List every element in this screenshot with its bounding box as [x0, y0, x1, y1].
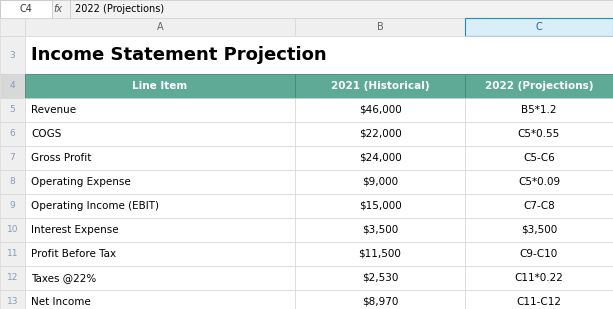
Text: 8: 8 — [10, 177, 15, 187]
Text: B5*1.2: B5*1.2 — [521, 105, 557, 115]
Text: C: C — [536, 22, 543, 32]
Bar — [25, 290, 295, 309]
Bar — [0, 18, 25, 36]
Text: 4: 4 — [10, 82, 15, 91]
Text: $9,000: $9,000 — [362, 177, 398, 187]
Text: Revenue: Revenue — [31, 105, 76, 115]
Bar — [465, 18, 613, 36]
Bar — [295, 74, 465, 98]
Bar — [295, 170, 465, 194]
Text: 7: 7 — [10, 154, 15, 163]
Text: Line Item: Line Item — [132, 81, 188, 91]
Text: 6: 6 — [10, 129, 15, 138]
Text: C5*0.55: C5*0.55 — [518, 129, 560, 139]
Bar — [25, 146, 295, 170]
Bar — [25, 266, 295, 290]
Text: 12: 12 — [7, 273, 18, 282]
Text: COGS: COGS — [31, 129, 61, 139]
Bar — [465, 242, 613, 266]
Text: 2022 (Projections): 2022 (Projections) — [75, 4, 164, 14]
Text: 11: 11 — [7, 249, 18, 259]
Text: fx: fx — [53, 4, 63, 14]
Text: 2022 (Projections): 2022 (Projections) — [485, 81, 593, 91]
Bar — [295, 218, 465, 242]
Text: C11*0.22: C11*0.22 — [514, 273, 563, 283]
Text: 13: 13 — [7, 298, 18, 307]
Text: $24,000: $24,000 — [359, 153, 402, 163]
Text: $8,970: $8,970 — [362, 297, 398, 307]
Text: C11-C12: C11-C12 — [517, 297, 562, 307]
Text: Interest Expense: Interest Expense — [31, 225, 119, 235]
Bar — [0, 290, 25, 309]
Text: C7-C8: C7-C8 — [523, 201, 555, 211]
Text: C5*0.09: C5*0.09 — [518, 177, 560, 187]
Bar — [25, 122, 295, 146]
Text: Net Income: Net Income — [31, 297, 91, 307]
Bar — [25, 194, 295, 218]
Bar — [465, 146, 613, 170]
Text: 10: 10 — [7, 226, 18, 235]
Bar — [0, 0, 52, 18]
Text: $46,000: $46,000 — [359, 105, 402, 115]
Bar — [295, 146, 465, 170]
Bar — [25, 74, 295, 98]
Text: C5-C6: C5-C6 — [523, 153, 555, 163]
Text: 2021 (Historical): 2021 (Historical) — [330, 81, 429, 91]
Text: B: B — [376, 22, 383, 32]
Text: 3: 3 — [10, 50, 15, 60]
Text: Taxes @22%: Taxes @22% — [31, 273, 96, 283]
Bar — [465, 266, 613, 290]
Text: $11,500: $11,500 — [359, 249, 402, 259]
Bar — [0, 170, 25, 194]
Bar — [295, 242, 465, 266]
Bar — [465, 98, 613, 122]
Bar — [465, 74, 613, 98]
Bar — [0, 0, 613, 18]
Text: A: A — [157, 22, 163, 32]
Bar — [465, 170, 613, 194]
Bar — [0, 218, 25, 242]
Bar — [465, 122, 613, 146]
Bar — [25, 242, 295, 266]
Bar — [0, 36, 25, 74]
Text: $22,000: $22,000 — [359, 129, 402, 139]
Bar — [295, 290, 465, 309]
Text: Income Statement Projection: Income Statement Projection — [31, 46, 327, 64]
Bar — [465, 194, 613, 218]
Bar — [295, 266, 465, 290]
Bar — [0, 122, 25, 146]
Bar — [0, 74, 25, 98]
Text: Profit Before Tax: Profit Before Tax — [31, 249, 116, 259]
Text: $3,500: $3,500 — [362, 225, 398, 235]
Bar — [25, 36, 613, 74]
Bar — [295, 194, 465, 218]
Text: $15,000: $15,000 — [359, 201, 402, 211]
Bar — [465, 218, 613, 242]
Text: C4: C4 — [20, 4, 32, 14]
Bar — [0, 146, 25, 170]
Text: Gross Profit: Gross Profit — [31, 153, 91, 163]
Bar — [0, 194, 25, 218]
Bar — [0, 266, 25, 290]
Bar — [295, 122, 465, 146]
Text: $2,530: $2,530 — [362, 273, 398, 283]
Bar — [25, 18, 295, 36]
Bar — [0, 242, 25, 266]
Bar — [25, 170, 295, 194]
Bar — [0, 98, 25, 122]
Text: 9: 9 — [10, 201, 15, 210]
Text: Operating Income (EBIT): Operating Income (EBIT) — [31, 201, 159, 211]
Text: C9-C10: C9-C10 — [520, 249, 558, 259]
Bar — [25, 98, 295, 122]
Bar — [295, 18, 465, 36]
Bar — [25, 218, 295, 242]
Text: $3,500: $3,500 — [521, 225, 557, 235]
Text: Operating Expense: Operating Expense — [31, 177, 131, 187]
Bar — [465, 290, 613, 309]
Bar — [295, 98, 465, 122]
Text: 5: 5 — [10, 105, 15, 115]
